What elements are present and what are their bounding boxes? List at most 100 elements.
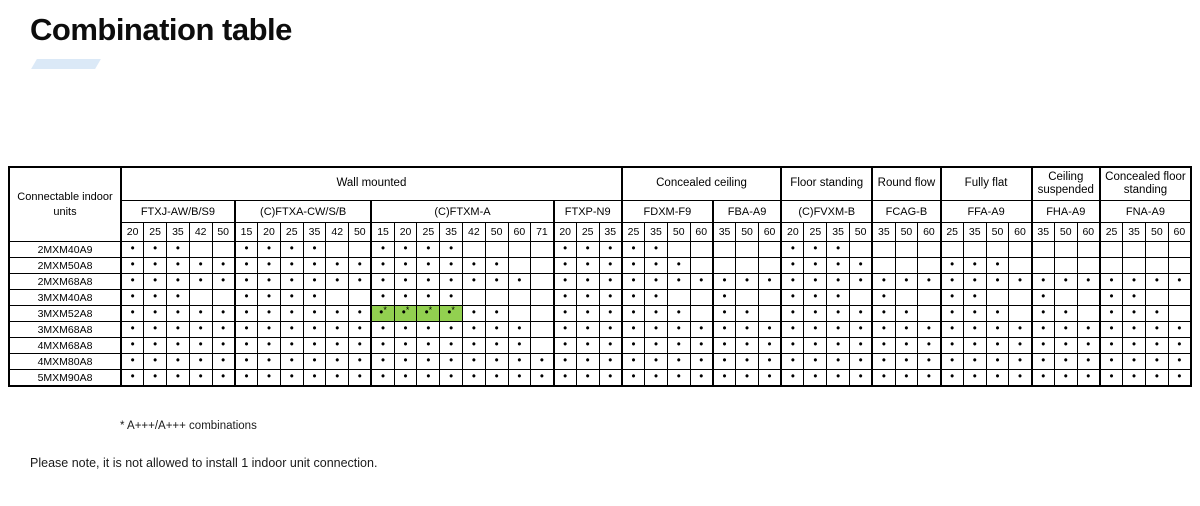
combination-cell: • [894,273,919,290]
combination-cell: • [575,257,600,274]
combination-cell: • [666,321,691,338]
combination-cell: • [393,353,418,370]
size-header: 42 [188,222,213,242]
combination-cell: • [302,289,327,306]
combination-cell: • [257,241,281,258]
combination-cell [917,257,942,274]
combination-cell: • [803,273,828,290]
size-header: 60 [917,222,942,242]
combination-cell: • [188,353,213,370]
combination-cell: • [439,353,463,370]
combination-cell: • [1144,321,1169,338]
table-row: 3MXM40A8 • • • • • • • • • • • • • • • • • • • • • • • • • • [8,289,1192,306]
category-header: Ceiling suspended [1030,166,1101,201]
combination-cell: • [120,305,145,322]
combination-cell: • [894,321,919,338]
combination-cell [939,241,964,258]
combination-cell: • [826,273,850,290]
combination-cell [711,257,737,274]
combination-cell: • [302,321,327,338]
combination-cell: • [416,353,441,370]
combination-cell: • [985,337,1010,354]
combination-cell: • [1098,273,1124,290]
combination-cell [871,241,896,258]
combination-cell: • [644,241,668,258]
combination-cell: • [188,305,213,322]
combination-cell [711,241,737,258]
combination-cell: • [1030,353,1055,370]
table-row: 3MXM68A8 • • • • • • • • • • • • • • • • • • • • • • • • • • • • • • • •… [8,321,1192,338]
size-header: 71 [530,222,555,242]
combination-cell: • [461,305,486,322]
combination-cell: • [1167,337,1192,354]
combination-cell: • [393,241,418,258]
combination-cell: • [166,241,190,258]
row-label: 4MXM68A8 [8,337,122,354]
combination-cell [1053,257,1078,274]
combination-cell: • [507,273,532,290]
combination-cell: • [1008,321,1033,338]
model-header: FCAG-B [871,200,942,223]
combination-cell: • [598,369,623,387]
size-header: 35 [1122,222,1146,242]
combination-cell [1076,257,1101,274]
combination-cell: • [416,257,441,274]
combination-cell: • [461,321,486,338]
combination-cell: • [575,305,600,322]
combination-cell: • [644,305,668,322]
size-header: 25 [143,222,168,242]
combination-cell: • [120,257,145,274]
category-header: Fully flat [939,166,1033,201]
combination-cell: • [166,289,190,306]
size-header-row: 20 25 35 42 50 15 20 25 35 42 50 15 20 25 35 42 50 60 71 20… [9,222,1192,242]
combination-cell: • [552,353,577,370]
combination-cell: • [325,321,350,338]
combination-cell [985,289,1010,306]
combination-cell: • [1030,369,1055,387]
combination-cell: • [917,273,942,290]
combination-cell: • [803,305,828,322]
combination-cell: • [735,353,759,370]
combination-cell: • [917,369,942,387]
combination-cell: • [644,257,668,274]
combination-cell: • [939,257,964,274]
combination-cell: • [552,273,577,290]
combination-cell: • [1098,353,1124,370]
combination-cell [985,241,1010,258]
combination-cell: • [939,337,964,354]
combination-cell: • [780,369,805,387]
combination-cell [188,289,213,306]
combination-cell: • [871,353,896,370]
combination-cell: • [325,305,350,322]
combination-cell: • [439,257,463,274]
combination-cell: • [143,321,168,338]
size-header: 50 [666,222,691,242]
row-label: 5MXM90A8 [8,369,122,387]
combination-cell: •* [416,305,441,322]
combination-cell: • [803,241,828,258]
size-header: 50 [484,222,509,242]
model-header: FFA-A9 [939,200,1033,223]
combination-cell: • [416,289,441,306]
model-header: FTXJ-AW/B/S9 [120,200,236,223]
combination-cell: • [575,337,600,354]
size-header: 35 [166,222,190,242]
combination-cell: • [348,305,372,322]
combination-cell [1144,257,1169,274]
combination-cell: • [1030,289,1055,306]
combination-cell: • [461,273,486,290]
combination-cell: • [279,289,304,306]
combination-cell: • [552,369,577,387]
combination-cell: • [1053,273,1078,290]
combination-cell: • [1008,337,1033,354]
combination-cell: • [689,273,714,290]
combination-cell: • [1122,273,1146,290]
size-header: 35 [711,222,737,242]
combination-cell: • [120,369,145,387]
combination-cell [507,257,532,274]
combination-cell: • [1098,305,1124,322]
combination-cell: • [461,257,486,274]
combination-cell: • [279,273,304,290]
combination-cell: • [598,337,623,354]
size-header: 50 [985,222,1010,242]
